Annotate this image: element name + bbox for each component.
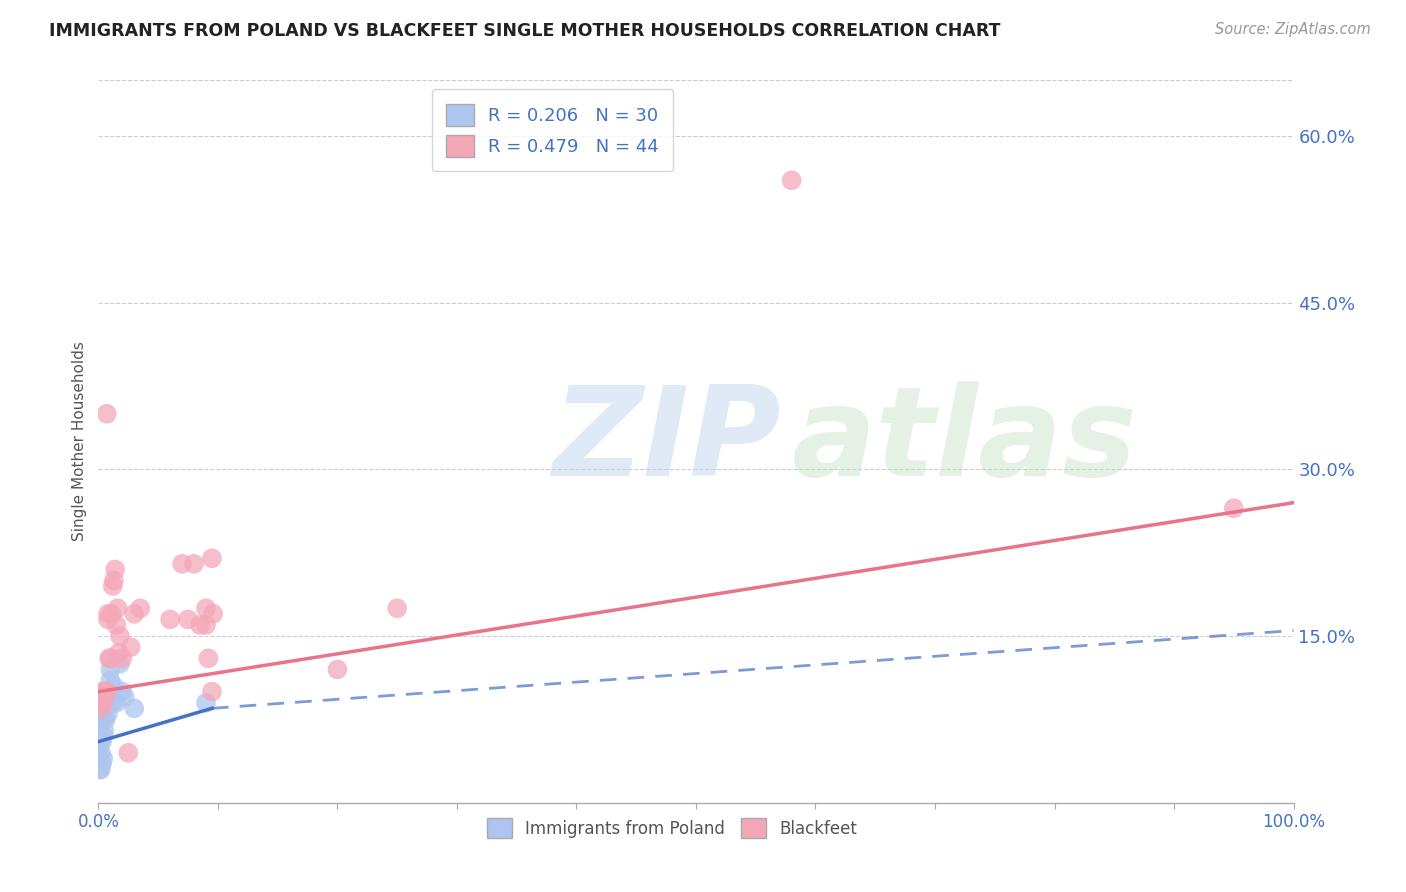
Text: atlas: atlas (792, 381, 1137, 502)
Point (90, 763, 112, 777)
Point (195, 696, 218, 710)
Point (111, 651, 134, 665)
Point (103, 679, 125, 693)
Point (1223, 501, 1246, 516)
Point (90, 701, 112, 715)
Point (90, 746, 112, 760)
Point (96, 407, 118, 421)
Point (195, 601, 218, 615)
Point (101, 696, 124, 710)
Point (98, 651, 121, 665)
Point (114, 690, 136, 705)
Point (107, 646, 129, 660)
Point (96, 684, 118, 698)
Point (129, 601, 152, 615)
Point (97, 612, 120, 626)
Point (94, 684, 117, 698)
Point (91, 751, 114, 765)
Point (91, 690, 114, 705)
Point (89, 751, 111, 765)
Point (94, 696, 117, 710)
Point (197, 651, 219, 665)
Point (93, 690, 115, 705)
Point (96, 690, 118, 705)
Point (91, 756, 114, 771)
Point (90, 734, 112, 748)
Point (91, 713, 114, 727)
Point (202, 607, 225, 621)
Point (105, 696, 128, 710)
Point (97, 607, 120, 621)
Point (101, 579, 124, 593)
Point (385, 601, 409, 615)
Point (93, 723, 115, 738)
Point (326, 662, 349, 676)
Point (89, 690, 111, 705)
Point (93, 713, 115, 727)
Point (98, 662, 122, 676)
Text: IMMIGRANTS FROM POLAND VS BLACKFEET SINGLE MOTHER HOUSEHOLDS CORRELATION CHART: IMMIGRANTS FROM POLAND VS BLACKFEET SING… (49, 22, 1001, 40)
Point (108, 629, 131, 643)
Point (108, 657, 131, 671)
Point (93, 701, 115, 715)
Point (93, 684, 115, 698)
Point (97, 690, 120, 705)
Point (201, 684, 224, 698)
Point (111, 684, 134, 698)
Legend: Immigrants from Poland, Blackfeet: Immigrants from Poland, Blackfeet (479, 812, 865, 845)
Point (96, 684, 118, 698)
Point (183, 557, 205, 571)
Point (91, 696, 114, 710)
Point (90, 684, 112, 698)
Point (89, 763, 111, 777)
Point (780, 173, 803, 187)
Point (124, 607, 146, 621)
Point (98, 696, 121, 710)
Point (124, 701, 146, 715)
Point (94, 713, 117, 727)
Point (105, 618, 128, 632)
Point (91, 734, 114, 748)
Text: ZIP: ZIP (553, 381, 782, 502)
Point (195, 618, 218, 632)
Point (201, 551, 224, 566)
Point (117, 746, 139, 760)
Point (97, 706, 120, 721)
Point (120, 640, 142, 655)
Point (177, 612, 200, 626)
Point (91, 690, 114, 705)
Point (104, 562, 127, 576)
Point (91, 729, 114, 743)
Point (100, 607, 122, 621)
Point (107, 601, 129, 615)
Point (98, 651, 122, 665)
Point (103, 574, 125, 588)
Point (172, 557, 194, 571)
Point (91, 696, 114, 710)
Y-axis label: Single Mother Households: Single Mother Households (72, 342, 87, 541)
Point (98, 673, 122, 688)
Text: Source: ZipAtlas.com: Source: ZipAtlas.com (1215, 22, 1371, 37)
Point (159, 612, 181, 626)
Point (188, 618, 211, 632)
